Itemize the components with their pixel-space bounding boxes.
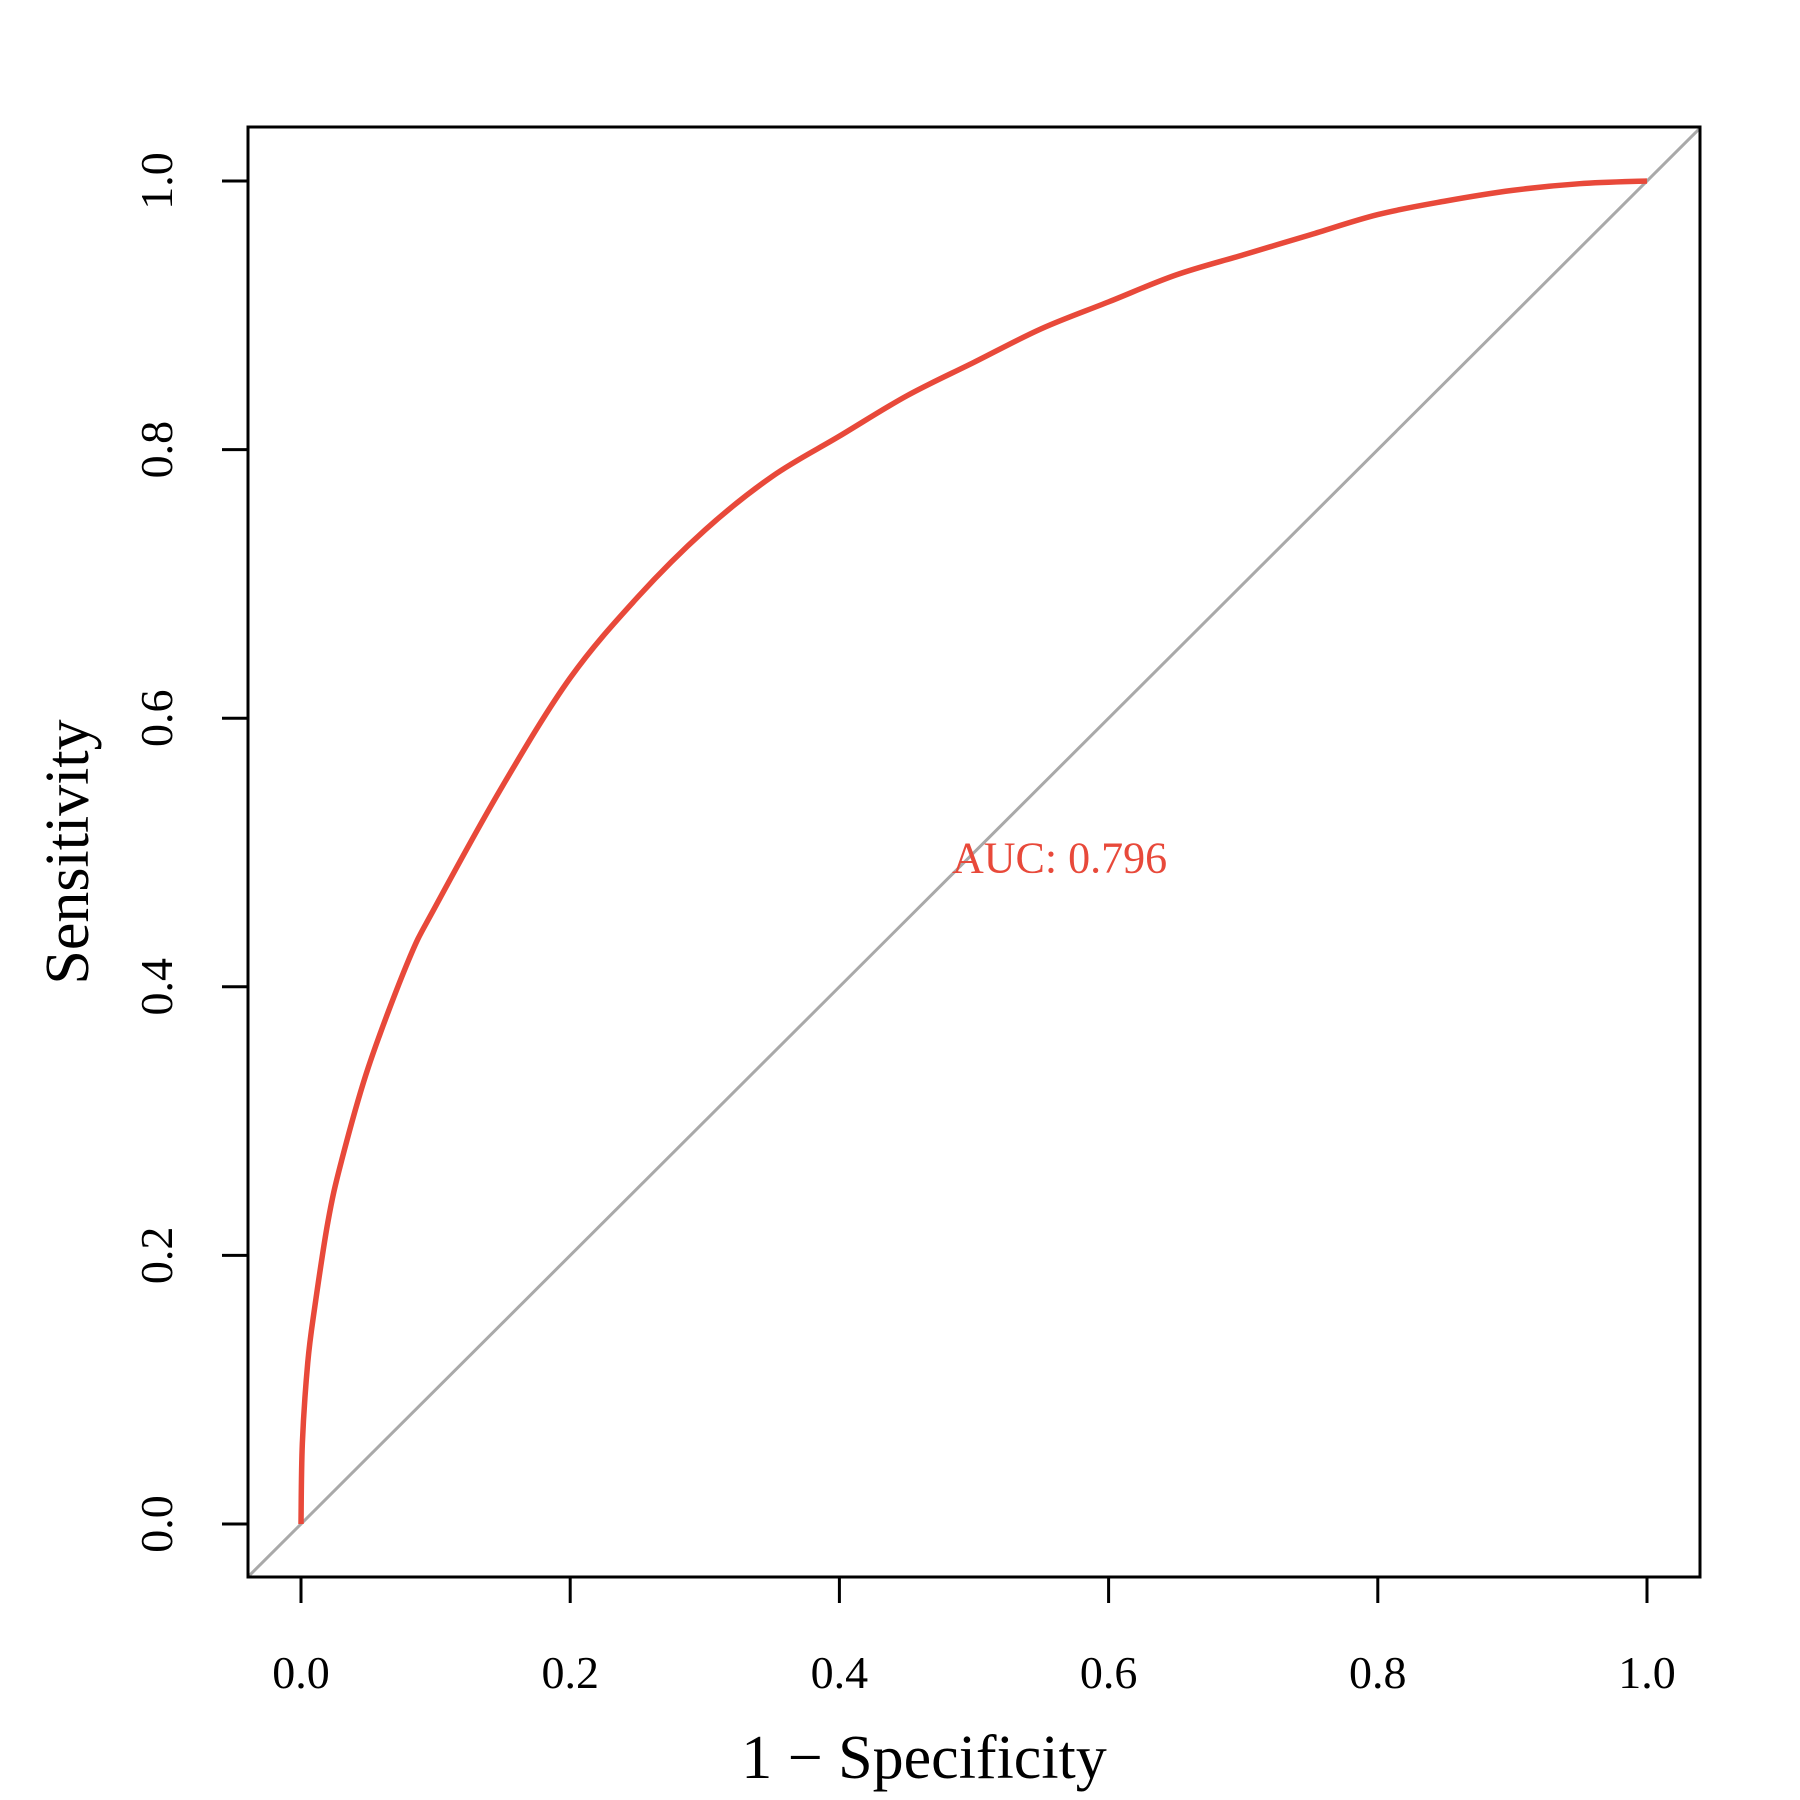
roc-curve-line bbox=[298, 178, 1648, 1525]
x-tick-label: 0.2 bbox=[541, 1647, 599, 1698]
x-axis-title: 1 − Specificity bbox=[741, 1724, 1107, 1792]
x-tick-label: 0.0 bbox=[272, 1647, 330, 1698]
auc-annotation: AUC: 0.796 bbox=[952, 834, 1167, 883]
axes-layer: 0.0 0.2 0.4 0.6 0.8 1.0 0.0 0.2 0.4 0.6 0.8 1.0 bbox=[131, 125, 1702, 1698]
y-tick-label: 0.2 bbox=[131, 1227, 182, 1285]
y-tick-label: 0.8 bbox=[131, 421, 182, 479]
x-tick-label: 1.0 bbox=[1618, 1647, 1676, 1698]
x-tick-label: 0.6 bbox=[1080, 1647, 1138, 1698]
y-tick-label: 0.6 bbox=[131, 689, 182, 747]
x-tick-label: 0.8 bbox=[1349, 1647, 1407, 1698]
reference-diagonal-line bbox=[248, 127, 1700, 1577]
roc-series-layer bbox=[298, 178, 1648, 1525]
plot-frame bbox=[246, 125, 1702, 1579]
reference-line-layer bbox=[248, 127, 1700, 1577]
y-tick-label: 0.4 bbox=[131, 958, 182, 1016]
y-axis-title: Sensitivity bbox=[34, 719, 102, 984]
y-tick-label: 0.0 bbox=[131, 1495, 182, 1553]
x-tick-label: 0.4 bbox=[811, 1647, 869, 1698]
y-tick-label: 1.0 bbox=[131, 152, 182, 210]
